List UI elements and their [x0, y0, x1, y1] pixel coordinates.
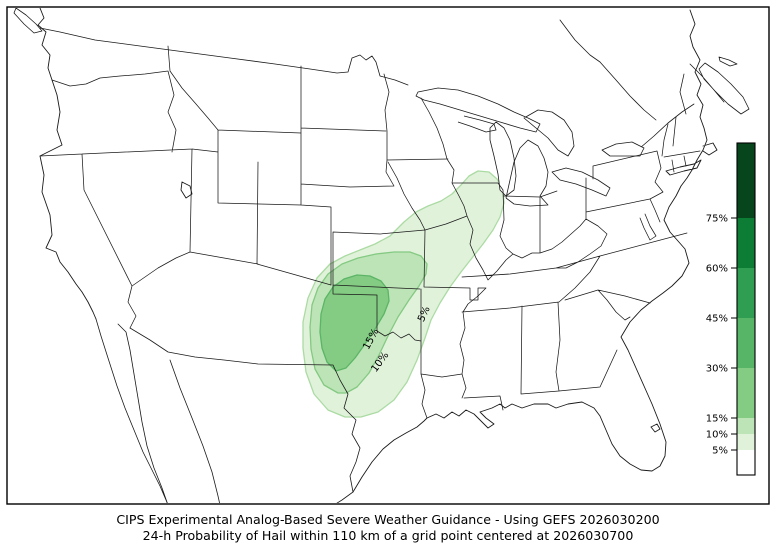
state-borders-path	[39, 45, 701, 419]
canada-mexico-path	[13, 8, 750, 503]
colorbar-tick-15: 15%	[706, 414, 728, 425]
colorbar-segment-0-5	[737, 450, 755, 475]
colorbar-segment-5-10	[737, 434, 755, 450]
colorbar-tickmarks	[731, 217, 737, 451]
colorbar-border	[736, 142, 756, 476]
colorbar: 75% 60% 45% 30% 15% 10% 5%	[706, 142, 756, 476]
colorbar-segment-10-15	[737, 418, 755, 434]
contour-line-5pct	[302, 170, 505, 418]
title-line-1: CIPS Experimental Analog-Based Severe We…	[116, 512, 659, 527]
contour-line-15pct	[319, 274, 390, 372]
colorbar-tick-60: 60%	[706, 264, 728, 275]
colorbar-segment-45-60	[737, 268, 755, 318]
colorbar-segment-60-75	[737, 218, 755, 268]
figure-title: CIPS Experimental Analog-Based Severe We…	[116, 512, 659, 543]
colorbar-tick-45: 45%	[706, 314, 728, 325]
title-line-2: 24-h Probability of Hail within 110 km o…	[143, 528, 634, 543]
colorbar-segment-15-30	[737, 368, 755, 418]
us-coastline-path	[37, 8, 718, 493]
colorbar-tick-labels: 75% 60% 45% 30% 15% 10% 5%	[706, 214, 728, 457]
hail-probability-contours	[302, 170, 505, 418]
colorbar-segment-30-45	[737, 318, 755, 368]
colorbar-segment-75plus	[737, 143, 755, 218]
colorbar-tick-30: 30%	[706, 364, 728, 375]
contour-line-10pct	[309, 251, 428, 394]
map-area: 5% 10% 15%	[13, 8, 750, 503]
contour-fill-15pct	[320, 275, 389, 371]
colorbar-tick-10: 10%	[706, 430, 728, 441]
colorbar-tick-75: 75%	[706, 214, 728, 225]
colorbar-tick-5: 5%	[712, 446, 728, 457]
michigan-outline-path	[457, 115, 549, 207]
